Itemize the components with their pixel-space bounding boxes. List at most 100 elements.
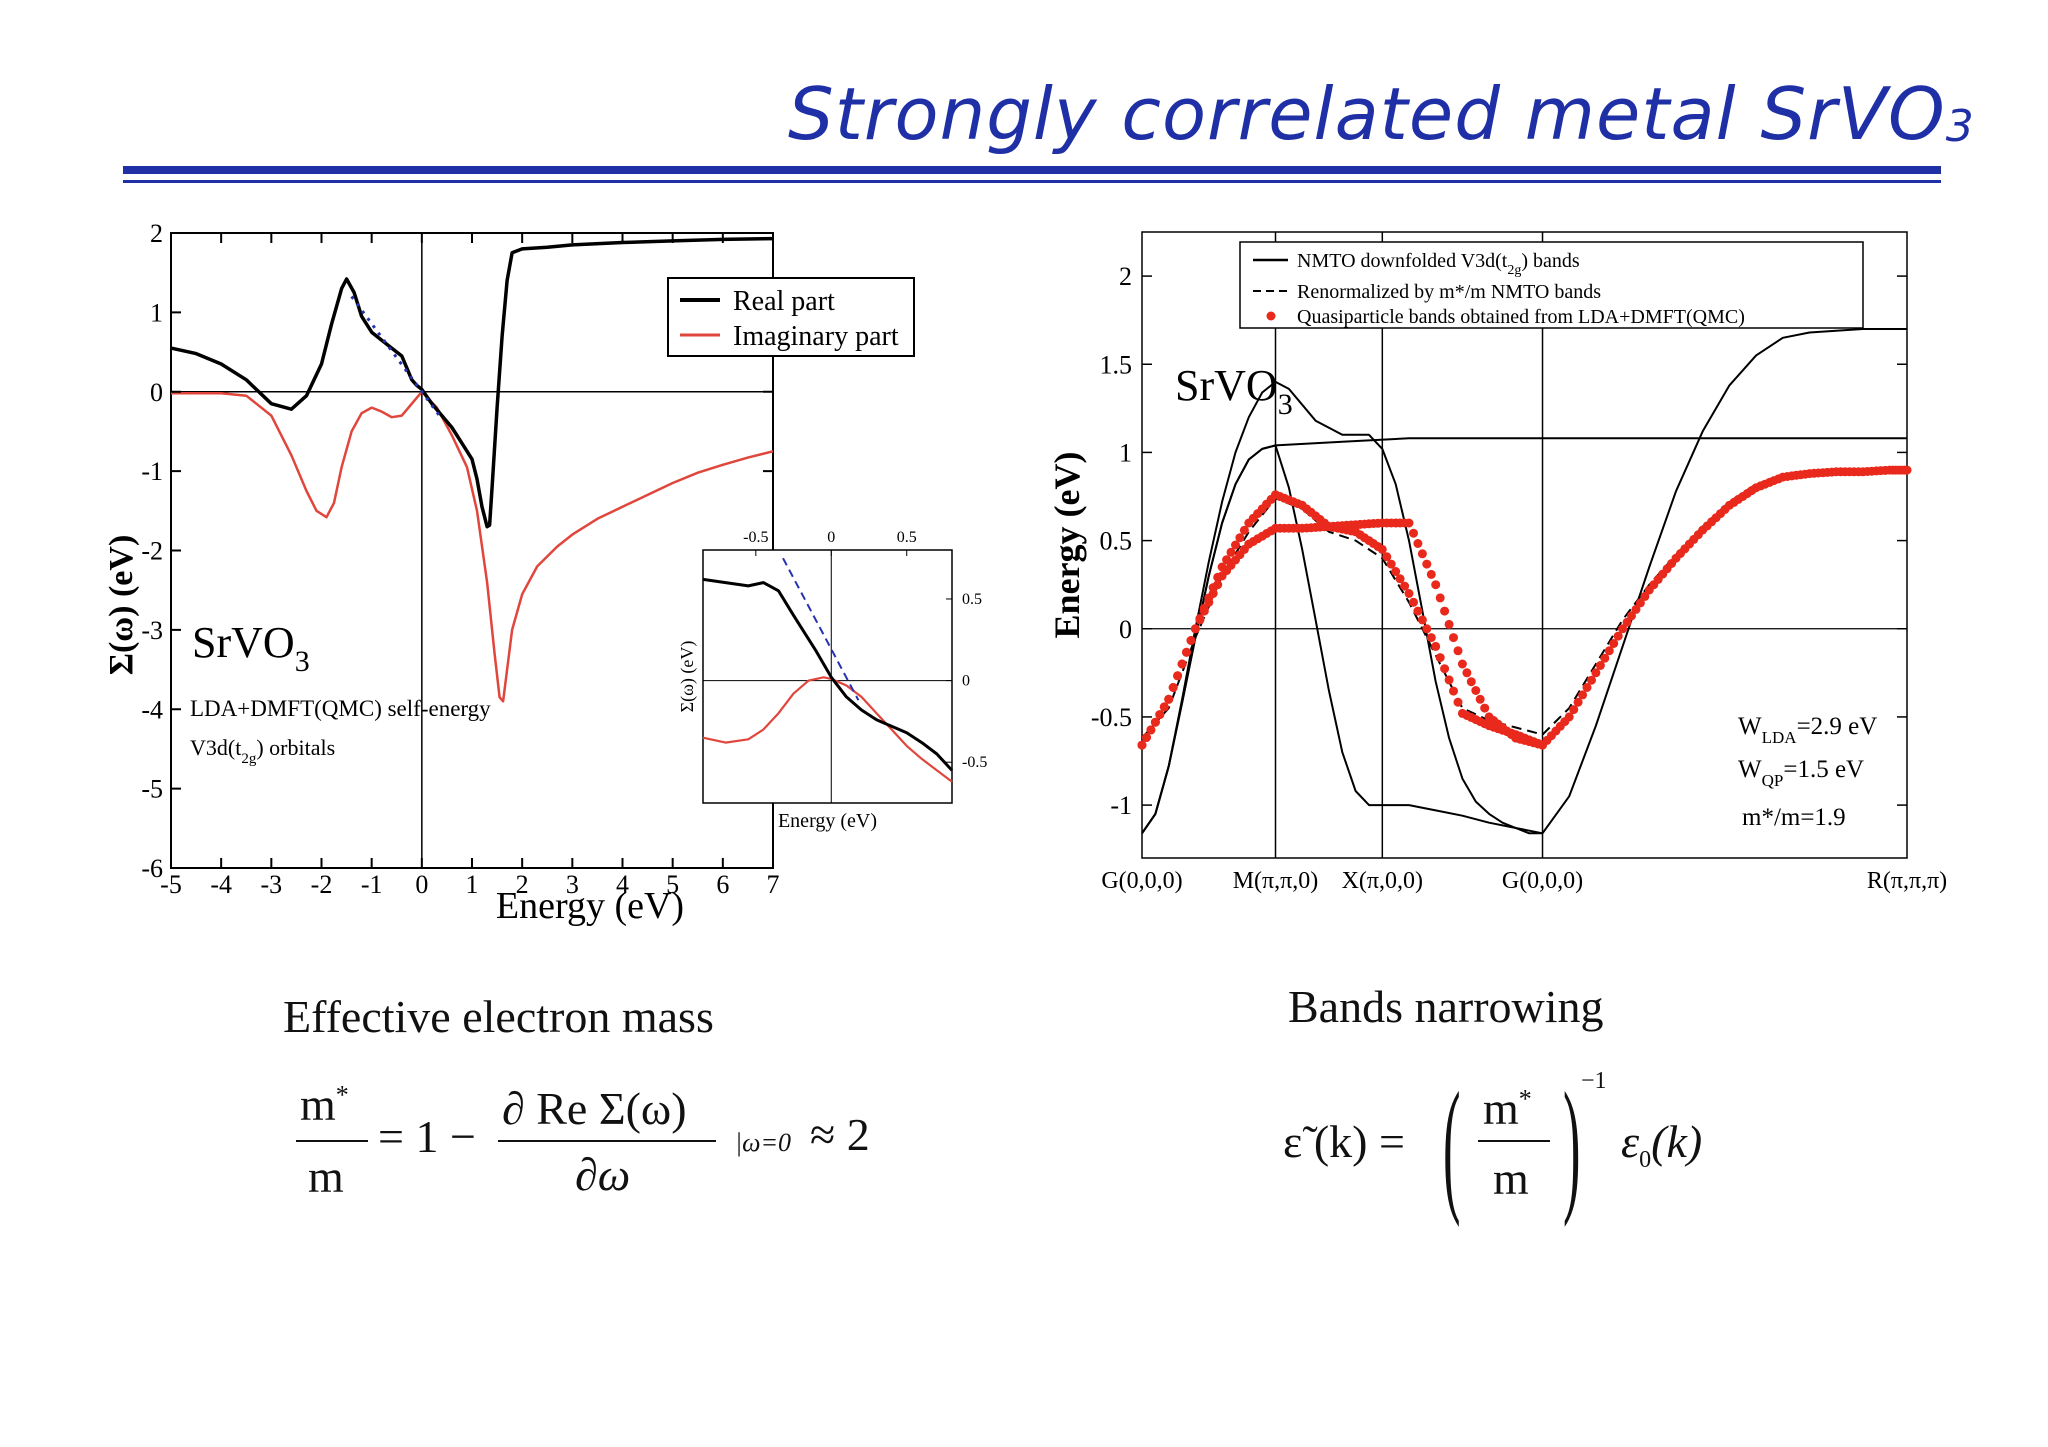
qp-point — [1431, 580, 1441, 590]
qp-point — [1457, 659, 1467, 669]
qp-point — [1382, 552, 1392, 562]
qp-point — [1902, 465, 1912, 475]
qp-point — [1569, 705, 1579, 715]
band-line-3 — [1141, 470, 1907, 739]
x-tick-label: 3 — [566, 870, 579, 899]
qp-point — [1595, 661, 1605, 670]
y-tick-label: 0 — [1119, 615, 1132, 644]
qp-point — [1426, 633, 1436, 643]
x-tick-label: 4 — [616, 870, 629, 899]
qp-point — [1417, 549, 1427, 559]
y-tick-label: -1 — [1110, 791, 1132, 820]
bands-legend — [1239, 241, 1864, 329]
x-tick-label: -5 — [160, 870, 182, 899]
qp-point — [1422, 624, 1432, 634]
x-tick-label: -4 — [210, 870, 232, 899]
qp-point — [1413, 606, 1423, 616]
bands-w-lda: WLDA=2.9 eV — [1738, 713, 1877, 747]
legend-nmto-label: NMTO downfolded V3d(t2g) bands — [1297, 250, 1580, 278]
caption-effective-mass: Effective electron mass — [283, 991, 714, 1042]
x-tick-label: 7 — [767, 870, 780, 899]
qp-point — [1453, 697, 1463, 707]
qp-point — [1582, 683, 1592, 692]
qp-point — [1444, 619, 1454, 629]
qp-point — [1137, 740, 1147, 750]
y-tick-label: 0 — [150, 378, 163, 407]
qp-point — [1182, 647, 1191, 657]
qp-point — [1453, 646, 1463, 656]
qp-point — [1377, 544, 1387, 554]
self-energy-ylabel: Σ(ω) (eV) — [103, 535, 140, 676]
qp-point — [1199, 606, 1209, 616]
y-tick-label: 1 — [150, 298, 163, 327]
bands-series — [1137, 328, 1912, 835]
qp-point — [1449, 686, 1458, 696]
qp-point — [1564, 712, 1574, 722]
legend-imag-label: Imaginary part — [733, 321, 899, 352]
k-point-label: G(0,0,0) — [1101, 868, 1182, 894]
inset-xlabel: Energy (eV) — [778, 810, 877, 832]
bands-ylabel: Energy (eV) — [1047, 452, 1087, 639]
qp-point — [1239, 525, 1249, 535]
bands-mass-ratio: m*/m=1.9 — [1742, 804, 1846, 831]
self-energy-legend — [667, 277, 915, 357]
inset-y-tick-label: -0.5 — [962, 754, 987, 771]
inset-y-tick-label: 0.5 — [962, 591, 982, 608]
qp-point — [1417, 615, 1427, 625]
qp-point — [1195, 615, 1205, 625]
qp-point — [1422, 559, 1432, 569]
qp-point — [1186, 636, 1196, 645]
qp-point — [1208, 589, 1218, 598]
inset-frame — [702, 549, 953, 804]
y-tick-label: -6 — [141, 854, 163, 883]
qp-point — [1444, 675, 1454, 685]
qp-point — [1431, 641, 1441, 651]
qp-point — [1404, 518, 1414, 528]
qp-point — [1618, 624, 1628, 634]
qp-point — [1391, 567, 1401, 576]
x-tick-label: 6 — [716, 870, 729, 899]
qp-point — [1440, 664, 1450, 674]
k-point-label: M(π,π,0) — [1233, 868, 1319, 894]
series-line-inset-slope — [782, 557, 860, 701]
qp-point — [1538, 740, 1547, 750]
series-line-imag — [171, 390, 774, 703]
qp-point — [1164, 694, 1174, 704]
qp-point — [1173, 671, 1183, 681]
band-line-0 — [1141, 328, 1907, 835]
qp-point — [1159, 702, 1169, 712]
x-tick-label: -2 — [311, 870, 333, 899]
legend-qp-label: Quasiparticle bands obtained from LDA+DM… — [1297, 306, 1745, 328]
y-tick-label: 0.5 — [1100, 527, 1133, 556]
qp-point — [1604, 646, 1614, 656]
slide-title: Strongly correlated metal SrVO3 — [788, 72, 1975, 156]
inset-x-tick-label: -0.5 — [743, 529, 768, 546]
series-line-inset-real — [702, 577, 954, 772]
qp-point — [1400, 581, 1410, 591]
legend-qp-swatch — [1266, 311, 1276, 321]
qp-point — [1600, 653, 1610, 663]
qp-point — [1142, 733, 1151, 742]
qp-point — [1640, 591, 1650, 601]
self-energy-compound: SrVO3 — [192, 618, 310, 678]
formula-bands-narrowing: ε̃ (k) = ( m* m ) −1 ε0(k) — [1283, 1062, 1703, 1228]
x-tick-label: 1 — [466, 870, 479, 899]
x-tick-label: -1 — [361, 870, 383, 899]
qp-point — [1190, 624, 1200, 634]
qp-point — [1409, 597, 1418, 607]
qp-point — [1587, 675, 1596, 685]
legend-real-label: Real part — [733, 286, 835, 317]
qp-point — [1150, 717, 1160, 727]
qp-point — [1475, 694, 1485, 704]
k-point-label: G(0,0,0) — [1502, 868, 1583, 894]
self-energy-method: LDA+DMFT(QMC) self-energy — [190, 696, 491, 721]
qp-point — [1591, 668, 1601, 678]
y-tick-label: 2 — [1119, 262, 1132, 291]
qp-point — [1213, 580, 1223, 590]
qp-point — [1480, 703, 1490, 713]
series-line-real — [170, 236, 774, 529]
qp-point — [1462, 668, 1472, 678]
series-line-slope — [350, 295, 441, 417]
qp-point — [1631, 604, 1641, 614]
